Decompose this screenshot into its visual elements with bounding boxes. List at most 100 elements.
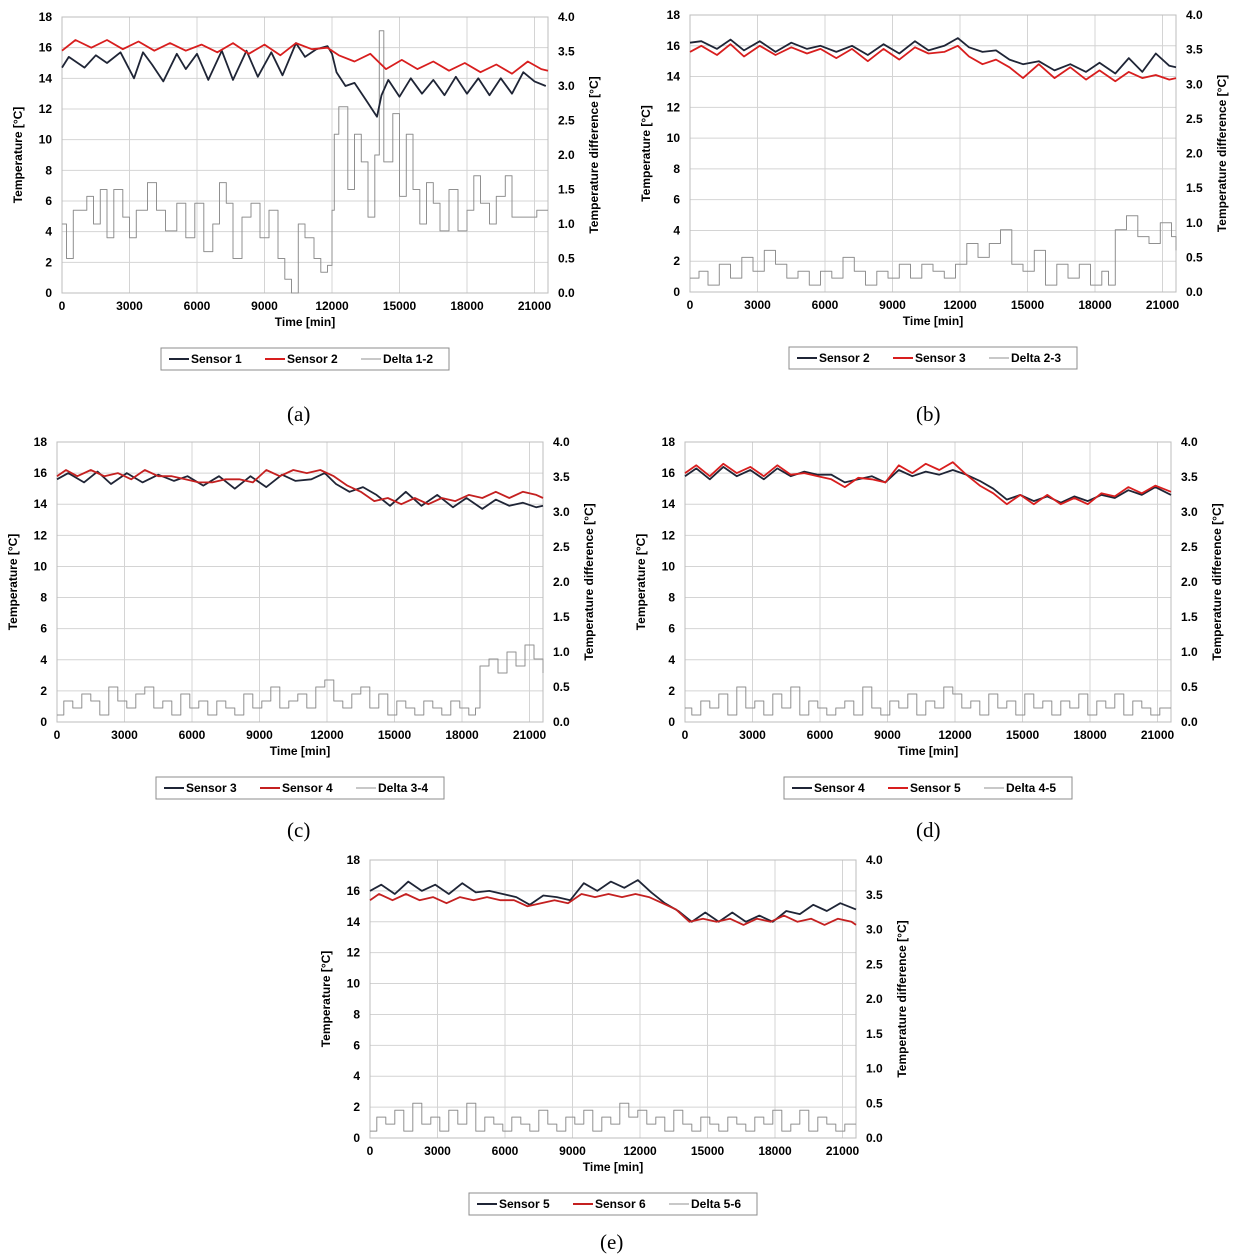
x-tick-label: 9000: [251, 299, 278, 313]
y-tick-label: 14: [667, 70, 681, 84]
y-tick-label: 2: [673, 254, 680, 268]
caption-d: (d): [916, 818, 941, 842]
x-tick-label: 12000: [938, 728, 972, 742]
series-line-sensor-3: [56, 470, 544, 510]
x-tick-label: 18000: [1073, 728, 1107, 742]
y-tick-label: 0: [673, 285, 680, 299]
series-line-sensor-1: [61, 42, 547, 118]
plot-frame: [369, 859, 857, 1139]
y2-tick-label: 3.0: [558, 79, 575, 93]
y-tick-label: 8: [40, 591, 47, 605]
legend-label: Sensor 5: [910, 781, 961, 795]
y-tick-label: 10: [347, 977, 361, 991]
y-tick-label: 10: [39, 133, 53, 147]
x-tick-label: 6000: [807, 728, 834, 742]
legend: [788, 346, 1078, 370]
legend-label: Sensor 2: [819, 351, 870, 365]
y2-tick-label: 1.5: [866, 1027, 883, 1041]
plot-frame: [61, 16, 549, 294]
legend-label: Delta 3-4: [378, 781, 428, 795]
y-tick-label: 6: [353, 1038, 360, 1052]
y2-tick-label: 3.5: [1186, 43, 1203, 57]
y2-tick-label: 0.5: [1186, 250, 1203, 264]
y2-tick-label: 3.0: [866, 923, 883, 937]
y2-tick-label: 4.0: [558, 10, 575, 24]
x-tick-label: 9000: [246, 728, 273, 742]
y-tick-label: 16: [662, 466, 676, 480]
y2-tick-label: 2.0: [558, 148, 575, 162]
y-tick-label: 12: [39, 102, 53, 116]
series-line-sensor-5: [369, 879, 857, 923]
x-tick-label: 9000: [879, 298, 906, 312]
y-tick-label: 12: [667, 100, 681, 114]
chart-svg: 0 2 4 6 8 10 12 14 16 18 0.0 0.5 1.0 1.5 2.0 2.5 3.0 3.5 4…: [319, 853, 909, 1216]
x-tick-label: 3000: [116, 299, 143, 313]
y-axis-title: Temperature [°C]: [11, 107, 25, 204]
x-axis-title: Time [min]: [270, 744, 330, 758]
legend: [783, 776, 1073, 800]
x-tick-label: 21000: [1141, 728, 1175, 742]
x-tick-label: 21000: [1146, 298, 1180, 312]
y-tick-label: 2: [353, 1100, 360, 1114]
legend-label: Delta 2-3: [1011, 351, 1061, 365]
series-line-sensor-5: [684, 461, 1172, 506]
y2-tick-label: 2.5: [866, 957, 883, 971]
y-tick-label: 6: [668, 622, 675, 636]
legend-label: Sensor 3: [186, 781, 237, 795]
legend-label: Sensor 3: [915, 351, 966, 365]
x-tick-label: 3000: [424, 1144, 451, 1158]
y-tick-label: 8: [668, 591, 675, 605]
y2-tick-label: 0.5: [866, 1096, 883, 1110]
y-tick-label: 4: [353, 1069, 360, 1083]
y-tick-label: 18: [39, 10, 53, 24]
x-tick-label: 3000: [744, 298, 771, 312]
legend-label: Sensor 1: [191, 352, 242, 366]
y-tick-label: 2: [40, 684, 47, 698]
y2-tick-label: 2.5: [1186, 112, 1203, 126]
y2-tick-label: 1.5: [1186, 181, 1203, 195]
x-tick-label: 6000: [812, 298, 839, 312]
y-tick-label: 12: [34, 528, 48, 542]
y-tick-label: 12: [347, 946, 361, 960]
y2-tick-label: 2.0: [553, 575, 570, 589]
x-axis-title: Time [min]: [583, 1160, 643, 1174]
x-tick-label: 6000: [179, 728, 206, 742]
series-line-sensor-2: [689, 37, 1177, 75]
y2-tick-label: 4.0: [866, 853, 883, 867]
y2-tick-label: 3.0: [553, 505, 570, 519]
y-tick-label: 8: [45, 163, 52, 177]
y2-tick-label: 2.0: [1186, 147, 1203, 161]
legend-label: Delta 4-5: [1006, 781, 1056, 795]
series-line-sensor-3: [689, 43, 1177, 83]
y2-tick-label: 1.5: [558, 183, 575, 197]
series-line-delta-4-5: [685, 686, 1171, 716]
x-tick-label: 0: [54, 728, 61, 742]
y-tick-label: 4: [45, 225, 52, 239]
y2-tick-label: 2.5: [558, 114, 575, 128]
y2-tick-label: 2.5: [553, 540, 570, 554]
y-axis-title: Temperature [°C]: [6, 534, 20, 631]
y-tick-label: 6: [40, 622, 47, 636]
y-tick-label: 8: [673, 162, 680, 176]
chart-panel-b: 0 2 4 6 8 10 12 14 16 18 0.0 0.5 1.0 1.5 2.0 2.5 3.0 3.5 4…: [628, 0, 1234, 377]
y-tick-label: 0: [353, 1131, 360, 1145]
chart-svg: 0 2 4 6 8 10 12 14 16 18 0.0 0.5 1.0 1.5 2.0 2.5 3.0 3.5 4…: [6, 435, 596, 800]
x-tick-label: 3000: [111, 728, 138, 742]
y-tick-label: 4: [40, 653, 47, 667]
y2-axis-title: Temperature difference [°C]: [1215, 75, 1229, 232]
y-tick-label: 16: [347, 884, 361, 898]
y2-tick-label: 0.0: [866, 1131, 883, 1145]
y2-tick-label: 1.0: [553, 645, 570, 659]
y2-tick-label: 1.0: [1186, 216, 1203, 230]
x-tick-label: 12000: [315, 299, 349, 313]
y-tick-label: 12: [662, 528, 676, 542]
y2-tick-label: 3.5: [558, 45, 575, 59]
y2-tick-label: 0.5: [553, 680, 570, 694]
plot-frame: [684, 441, 1172, 723]
x-tick-label: 9000: [874, 728, 901, 742]
y2-tick-label: 3.5: [553, 470, 570, 484]
y2-tick-label: 4.0: [1186, 8, 1203, 22]
y2-tick-label: 2.5: [1181, 540, 1198, 554]
y-tick-label: 14: [662, 497, 676, 511]
y-tick-label: 10: [667, 131, 681, 145]
